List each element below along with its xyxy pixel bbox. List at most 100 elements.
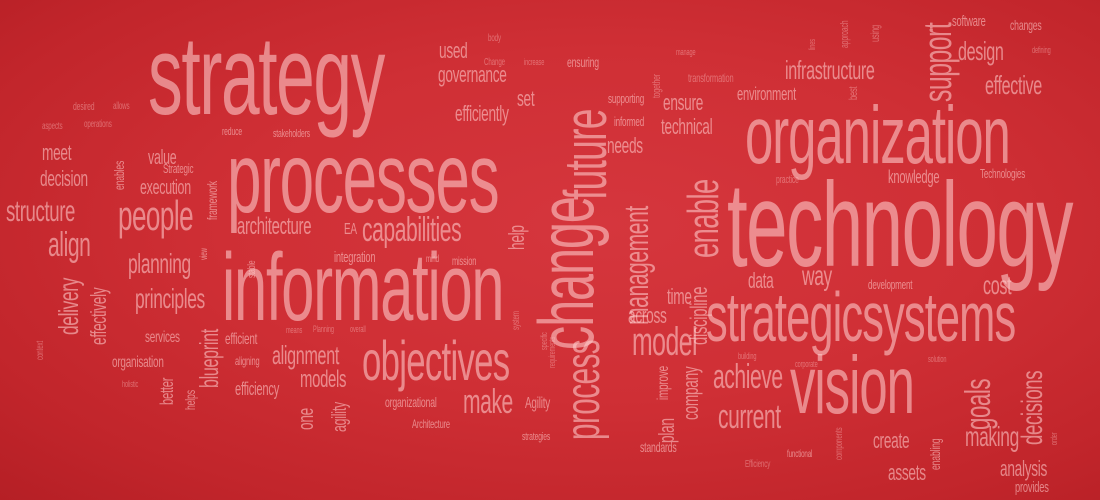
- word-supporting: supporting: [608, 91, 645, 106]
- word-environment: environment: [737, 84, 796, 104]
- word-making: making: [965, 421, 1019, 452]
- word-building: building: [738, 351, 757, 361]
- word-software: software: [952, 13, 986, 30]
- word-make: make: [463, 383, 513, 421]
- word-system: system: [511, 311, 522, 330]
- word-enables: enables: [111, 160, 127, 190]
- word-enabling: enabling: [927, 438, 943, 470]
- word-mind: mind: [426, 254, 439, 265]
- word-meet: meet: [42, 140, 72, 165]
- word-way: way: [802, 260, 832, 291]
- word-organization: organization: [745, 90, 1011, 181]
- word-value: value: [148, 147, 177, 169]
- word-approach: approach: [839, 20, 851, 48]
- word-assets: assets: [888, 460, 926, 485]
- word-infrastructure: infrastructure: [785, 55, 875, 85]
- word-standards: standards: [640, 439, 677, 455]
- word-one: one: [293, 408, 318, 430]
- word-aspects: aspects: [42, 121, 63, 132]
- word-using: using: [868, 24, 882, 42]
- word-lines: lines: [807, 39, 817, 50]
- word-vision: vision: [790, 340, 915, 431]
- word-current: current: [718, 398, 781, 436]
- word-mission: mission: [452, 254, 477, 268]
- word-changes: changes: [1010, 17, 1042, 33]
- word-organizational: organizational: [385, 394, 437, 410]
- word-strategy: strategy: [148, 13, 385, 138]
- word-stable: stable: [246, 260, 258, 278]
- word-execution: execution: [140, 177, 191, 199]
- word-organisation: organisation: [112, 354, 164, 371]
- word-agility: agility: [329, 402, 351, 432]
- word-agility-capital: Agility: [525, 395, 551, 412]
- word-time: time: [667, 284, 692, 309]
- word-improve: improve: [655, 366, 672, 400]
- word-integration: integration: [334, 249, 376, 266]
- word-help: help: [504, 225, 529, 250]
- word-design: design: [958, 36, 1004, 66]
- word-technology: technology: [727, 158, 1073, 292]
- word-capabilities: capabilities: [362, 211, 462, 249]
- word-means: means: [286, 325, 303, 335]
- word-services: services: [145, 329, 180, 346]
- word-governance: governance: [438, 62, 507, 87]
- word-knowledge: knowledge: [888, 167, 940, 187]
- word-effective: effective: [985, 70, 1042, 100]
- word-decision: decision: [40, 166, 88, 191]
- word-view: view: [199, 248, 210, 260]
- word-components: components: [834, 427, 845, 460]
- word-efficiency-capital: Efficiency: [745, 459, 771, 470]
- word-processes: processes: [227, 122, 500, 234]
- word-informed: informed: [614, 114, 645, 129]
- word-provides: provides: [1015, 479, 1049, 496]
- word-stakeholders: stakeholders: [273, 128, 311, 140]
- word-functional: functional: [787, 449, 813, 460]
- word-ensure: ensure: [663, 90, 704, 115]
- word-across: across: [628, 303, 667, 328]
- word-practice: practice: [776, 174, 799, 186]
- word-allows: allows: [113, 101, 130, 112]
- word-desired: desired: [73, 101, 95, 113]
- word-decisions: decisions: [1016, 370, 1049, 445]
- word-company: company: [678, 366, 703, 420]
- word-transformation: transformation: [688, 71, 734, 85]
- word-change: change: [522, 197, 610, 350]
- word-models: models: [300, 366, 347, 393]
- word-process: process: [557, 339, 610, 440]
- word-architecture: architecture: [237, 213, 312, 240]
- word-planning-capital: Planning: [313, 324, 334, 334]
- word-manage: manage: [676, 47, 696, 57]
- word-effectively: effectively: [86, 287, 111, 345]
- word-strategies: strategies: [522, 431, 551, 443]
- word-order: order: [1049, 432, 1059, 445]
- word-aligning: aligning: [235, 354, 260, 368]
- word-body: body: [488, 33, 501, 44]
- word-change-capital: Change: [484, 57, 505, 68]
- word-framework: framework: [204, 181, 220, 220]
- word-enable: enable: [679, 179, 728, 258]
- word-defining: defining: [1032, 45, 1051, 55]
- word-information: information: [222, 234, 505, 341]
- word-together: together: [651, 74, 663, 98]
- word-development: development: [868, 277, 913, 292]
- word-data: data: [748, 268, 774, 293]
- word-better: better: [157, 377, 177, 405]
- word-structure: structure: [6, 195, 76, 228]
- word-principles: principles: [135, 283, 205, 314]
- word-cost: cost: [983, 270, 1012, 300]
- word-ea: EA: [344, 221, 357, 238]
- word-model: model: [632, 320, 698, 364]
- word-strategic: Strategic: [163, 161, 194, 176]
- word-strategicsystems: strategicsystems: [706, 278, 1016, 356]
- word-planning: planning: [128, 248, 191, 279]
- word-efficiently: efficiently: [455, 101, 509, 126]
- word-align: align: [48, 226, 91, 264]
- word-technical: technical: [661, 114, 713, 139]
- word-ensuring: ensuring: [567, 54, 599, 70]
- word-blueprint: blueprint: [194, 329, 224, 388]
- word-holistic: holistic: [122, 379, 139, 389]
- word-people: people: [118, 192, 194, 239]
- word-increase: increase: [524, 57, 545, 67]
- word-solution: solution: [928, 354, 947, 364]
